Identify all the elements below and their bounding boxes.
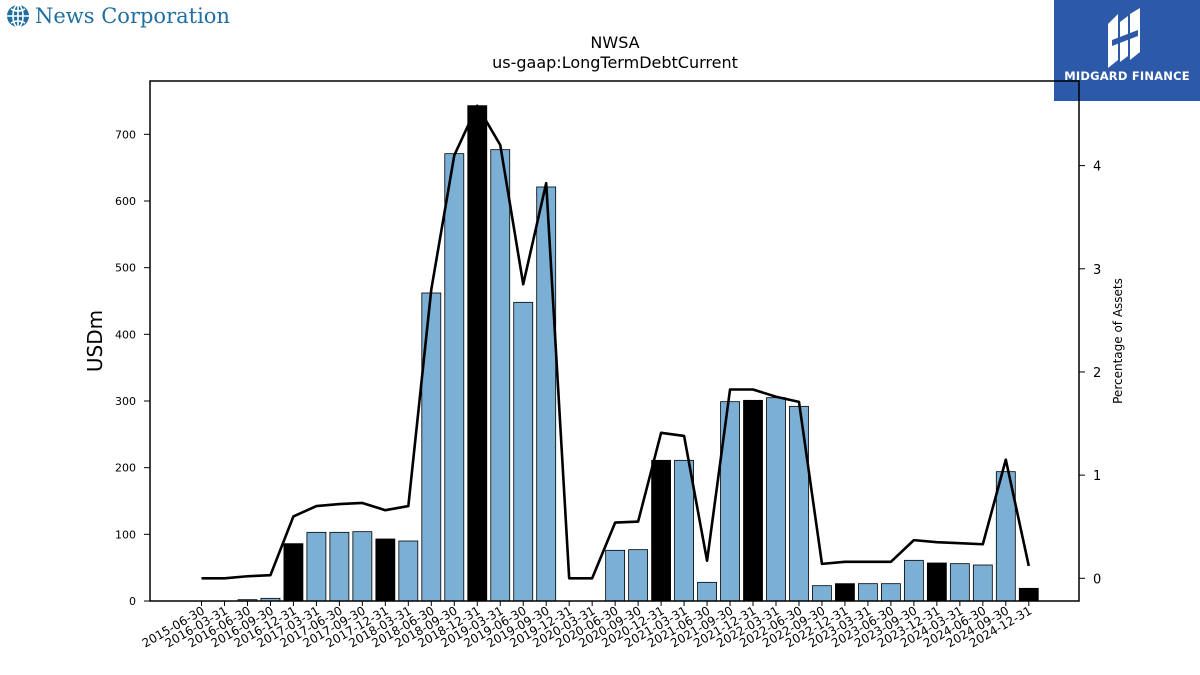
bar-2022-06-30 xyxy=(789,405,809,602)
bar-2024-03-31 xyxy=(949,563,970,602)
y-axis-label: USDm xyxy=(83,310,107,372)
bar-2019-03-31 xyxy=(490,149,511,602)
x-axis-ticks: 2015-06-302016-03-312016-06-302016-09-30… xyxy=(140,601,1034,650)
bar-2020-12-31 xyxy=(651,459,671,602)
bar-2018-03-31 xyxy=(398,540,419,602)
globe-icon xyxy=(7,4,29,28)
company-name: News Corporation xyxy=(35,4,230,28)
bar-2023-09-30 xyxy=(903,559,924,602)
bar-2021-06-30 xyxy=(697,581,717,602)
bar-2016-12-31 xyxy=(283,543,304,602)
chart-subtitle: us-gaap:LongTermDebtCurrent xyxy=(492,53,738,72)
bar-2019-06-30 xyxy=(513,301,534,602)
y-tick-label: 0 xyxy=(129,595,136,608)
bar-2022-03-31 xyxy=(766,397,786,602)
midgard-logo-icon xyxy=(1108,8,1140,68)
company-logo: News Corporation xyxy=(6,4,230,28)
bar-2023-06-30 xyxy=(881,583,901,602)
bar-2018-12-31 xyxy=(467,105,488,602)
bar-2020-09-30 xyxy=(628,549,649,602)
bar-2017-03-31 xyxy=(306,531,327,602)
y2-axis-ticks: 0 1 2 3 4 xyxy=(1079,160,1101,587)
bar-2019-09-30 xyxy=(536,186,557,602)
bar-2017-12-31 xyxy=(375,538,396,602)
y-tick-label: 700 xyxy=(115,128,136,141)
pct-assets-line xyxy=(201,104,1031,580)
bar-2023-03-31 xyxy=(858,583,878,602)
bar-2024-12-31 xyxy=(1018,587,1039,602)
bar-series xyxy=(237,105,1039,602)
bar-2018-06-30 xyxy=(421,292,442,602)
y-tick-label: 400 xyxy=(115,328,136,341)
y2-tick-label: 0 xyxy=(1093,572,1101,587)
y2-axis-label: Percentage of Assets xyxy=(1111,278,1125,404)
y2-tick-label: 3 xyxy=(1093,263,1101,278)
bar-2021-03-31 xyxy=(674,459,694,602)
bar-2023-12-31 xyxy=(926,562,947,602)
y2-tick-label: 2 xyxy=(1093,366,1101,381)
bar-2017-09-30 xyxy=(352,531,373,602)
badge-text: MIDGARD FINANCE xyxy=(1064,69,1190,83)
plot-frame xyxy=(149,80,1080,602)
y-tick-label: 200 xyxy=(115,462,136,475)
y-axis-ticks: 0 100 200 300 400 500 600 700 xyxy=(115,128,150,608)
y-tick-label: 100 xyxy=(115,528,136,541)
line-series xyxy=(201,104,1031,580)
bar-2022-12-31 xyxy=(835,583,855,602)
y2-tick-label: 1 xyxy=(1093,469,1101,484)
bar-2018-09-30 xyxy=(444,153,465,602)
y-tick-label: 300 xyxy=(115,395,136,408)
bar-2022-09-30 xyxy=(812,585,832,602)
y2-tick-label: 4 xyxy=(1093,160,1101,175)
chart-title: NWSA xyxy=(590,33,639,52)
bar-2020-06-30 xyxy=(605,549,626,602)
bar-2017-06-30 xyxy=(329,531,350,602)
bar-2021-12-31 xyxy=(743,399,763,602)
y-tick-label: 500 xyxy=(115,262,136,275)
midgard-finance-badge: MIDGARD FINANCE xyxy=(1054,0,1200,101)
bar-2024-06-30 xyxy=(972,564,993,602)
y-tick-label: 600 xyxy=(115,195,136,208)
